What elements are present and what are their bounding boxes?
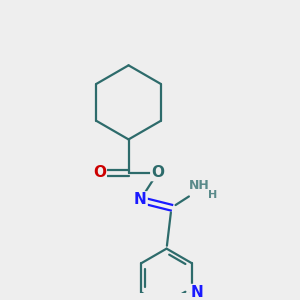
- Text: NH: NH: [188, 179, 209, 192]
- Text: N: N: [134, 192, 147, 207]
- Text: N: N: [190, 285, 203, 300]
- Text: O: O: [93, 165, 106, 180]
- Text: H: H: [208, 190, 217, 200]
- Text: O: O: [151, 165, 164, 180]
